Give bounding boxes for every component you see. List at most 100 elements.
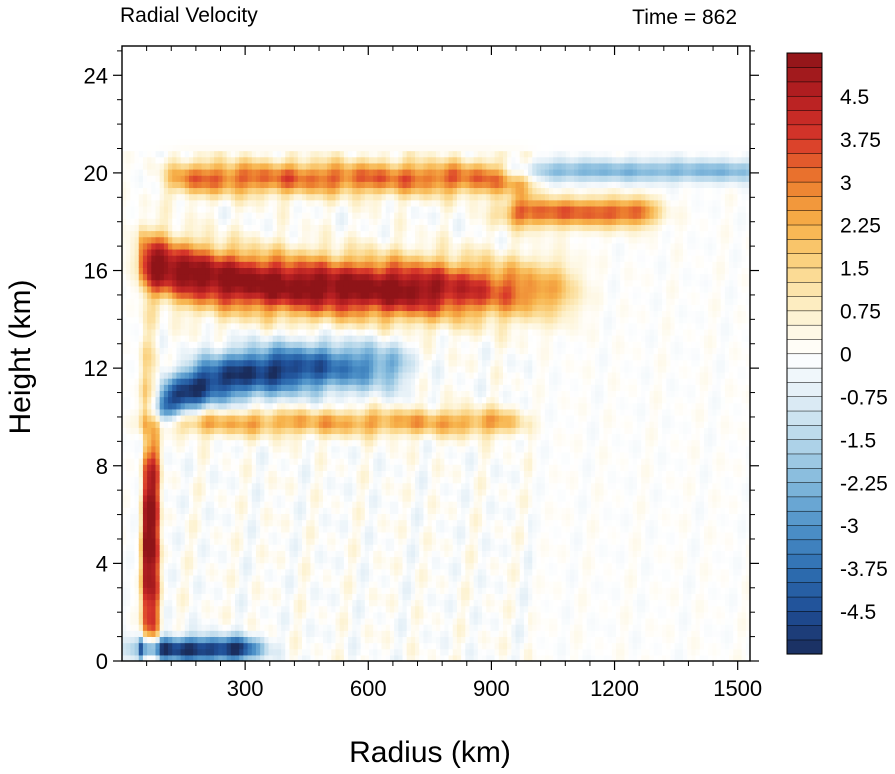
heatmap-cell bbox=[222, 236, 228, 244]
heatmap-cell bbox=[281, 248, 286, 256]
heatmap-cell bbox=[159, 513, 165, 521]
heatmap-cell bbox=[255, 261, 261, 268]
heatmap-cell bbox=[306, 415, 311, 422]
heatmap-cell bbox=[122, 181, 127, 189]
heatmap-cell bbox=[201, 82, 207, 90]
heatmap-cell bbox=[314, 365, 320, 373]
heatmap-cell bbox=[276, 605, 282, 613]
heatmap-cell bbox=[130, 95, 136, 102]
heatmap-cell bbox=[239, 525, 245, 533]
heatmap-cell bbox=[264, 341, 270, 348]
heatmap-cell bbox=[268, 593, 274, 601]
heatmap-cell bbox=[243, 574, 249, 582]
heatmap-cell bbox=[130, 341, 136, 348]
heatmap-cell bbox=[147, 384, 152, 391]
heatmap-cell bbox=[126, 46, 131, 53]
heatmap-cell bbox=[176, 464, 182, 471]
heatmap-cell bbox=[260, 365, 265, 373]
heatmap-cell bbox=[130, 445, 136, 453]
heatmap-cell bbox=[306, 64, 311, 72]
heatmap-cell bbox=[230, 255, 236, 262]
heatmap-cell bbox=[197, 630, 203, 637]
heatmap-cell bbox=[147, 507, 152, 514]
heatmap-cell bbox=[310, 58, 316, 66]
heatmap-cell bbox=[235, 353, 240, 361]
heatmap-cell bbox=[184, 525, 190, 533]
heatmap-cell bbox=[218, 464, 224, 471]
heatmap-cell bbox=[327, 261, 332, 268]
heatmap-cell bbox=[247, 328, 253, 336]
heatmap-cell bbox=[130, 119, 136, 127]
heatmap-cell bbox=[322, 64, 328, 72]
heatmap-cell bbox=[239, 205, 245, 213]
heatmap-cell bbox=[122, 205, 127, 213]
heatmap-cell bbox=[147, 494, 152, 502]
heatmap-cell bbox=[188, 64, 194, 72]
heatmap-cell bbox=[209, 433, 215, 441]
heatmap-cell bbox=[327, 396, 332, 404]
heatmap-cell bbox=[138, 267, 144, 275]
heatmap-cell bbox=[226, 494, 232, 502]
heatmap-cell bbox=[297, 587, 303, 594]
heatmap-cell bbox=[218, 433, 224, 441]
heatmap-cell bbox=[247, 359, 253, 367]
heatmap-cell bbox=[327, 464, 332, 471]
heatmap-cell bbox=[184, 538, 190, 545]
heatmap-cell bbox=[289, 64, 295, 72]
heatmap-cell bbox=[142, 175, 148, 182]
heatmap-cell bbox=[260, 525, 265, 533]
heatmap-cell bbox=[126, 630, 131, 637]
heatmap-cell bbox=[239, 132, 245, 139]
heatmap-cell bbox=[134, 544, 140, 551]
heatmap-cell bbox=[142, 519, 148, 527]
heatmap-cell bbox=[122, 193, 127, 201]
heatmap-cell bbox=[193, 550, 198, 558]
heatmap-cell bbox=[260, 421, 265, 428]
heatmap-cell bbox=[226, 630, 232, 637]
heatmap-cell bbox=[293, 654, 299, 661]
heatmap-cell bbox=[302, 581, 307, 588]
heatmap-cell bbox=[276, 550, 282, 558]
heatmap-cell bbox=[230, 630, 236, 637]
heatmap-cell bbox=[180, 261, 186, 268]
heatmap-cell bbox=[289, 341, 295, 348]
heatmap-cell bbox=[188, 501, 194, 508]
heatmap-cell bbox=[138, 488, 144, 496]
heatmap-cell bbox=[235, 101, 240, 109]
heatmap-cell bbox=[243, 433, 249, 441]
heatmap-cell bbox=[239, 82, 245, 90]
heatmap-cell bbox=[205, 544, 211, 551]
heatmap-cell bbox=[243, 132, 249, 139]
heatmap-cell bbox=[293, 402, 299, 410]
heatmap-cell bbox=[172, 538, 178, 545]
heatmap-cell bbox=[122, 310, 127, 318]
heatmap-cell bbox=[306, 371, 311, 379]
heatmap-cell bbox=[188, 279, 194, 287]
heatmap-cell bbox=[138, 353, 144, 361]
heatmap-cell bbox=[322, 89, 328, 96]
heatmap-cell bbox=[214, 476, 219, 484]
heatmap-cell bbox=[272, 119, 278, 127]
heatmap-cell bbox=[226, 58, 232, 66]
heatmap-cell bbox=[302, 101, 307, 109]
heatmap-cell bbox=[302, 304, 307, 312]
heatmap-cell bbox=[134, 433, 140, 441]
heatmap-cell bbox=[138, 230, 144, 238]
heatmap-cell bbox=[188, 218, 194, 225]
heatmap-cell bbox=[251, 359, 257, 367]
heatmap-cell bbox=[289, 365, 295, 373]
heatmap-cell bbox=[289, 125, 295, 133]
heatmap-cell bbox=[168, 538, 173, 545]
heatmap-cell bbox=[134, 322, 140, 330]
heatmap-cell bbox=[193, 494, 198, 502]
heatmap-cell bbox=[251, 390, 257, 398]
heatmap-cell bbox=[272, 445, 278, 453]
heatmap-cell bbox=[214, 568, 219, 576]
heatmap-cell bbox=[243, 248, 249, 256]
heatmap-cell bbox=[276, 617, 282, 625]
heatmap-cell bbox=[289, 70, 295, 78]
heatmap-cell bbox=[268, 46, 274, 53]
heatmap-cell bbox=[306, 525, 311, 533]
heatmap-cell bbox=[142, 630, 148, 637]
heatmap-cell bbox=[201, 654, 207, 661]
